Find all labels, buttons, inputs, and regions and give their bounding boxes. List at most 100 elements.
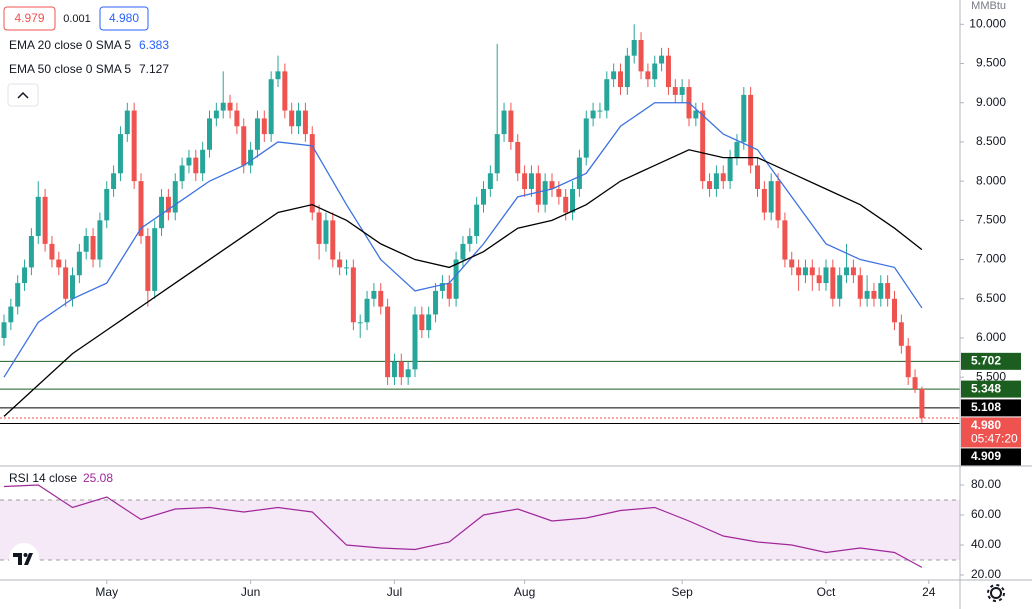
candle-body [220, 102, 226, 111]
candle-body [542, 181, 548, 205]
candle-body [289, 110, 295, 127]
candle-body [905, 345, 911, 378]
candle-body [474, 204, 480, 237]
candle-body [481, 188, 486, 205]
gear-teeth [987, 584, 1005, 602]
logo-bg [9, 543, 39, 573]
candle-body [28, 236, 34, 268]
candle-body [111, 173, 117, 189]
candle-body [549, 181, 555, 189]
rsi-tick-label: 60.00 [971, 507, 1001, 521]
candle-body [864, 290, 870, 299]
candle-body [117, 134, 123, 174]
candle-body [618, 71, 623, 88]
legend-ema50-value: 7.127 [139, 62, 169, 76]
candle-body [213, 110, 219, 119]
candle-body [700, 110, 706, 182]
candle-body [248, 149, 254, 166]
candle-body [207, 118, 212, 150]
price-level-box [961, 399, 1021, 417]
candle-body [1, 322, 7, 338]
candle-body [631, 39, 637, 56]
candle-body [768, 181, 774, 213]
candle-body [563, 196, 569, 213]
candle-body [453, 259, 459, 299]
candle-body [241, 126, 247, 166]
candle-body [138, 181, 144, 237]
candle-body [576, 157, 582, 189]
candle-body [707, 181, 713, 189]
bid-box[interactable] [3, 6, 56, 31]
candle-body [659, 55, 665, 64]
candle-body [789, 259, 795, 268]
x-tick-label: May [95, 585, 118, 599]
candle-body [679, 87, 685, 95]
y-tick-label: 9.000 [976, 95, 1006, 109]
candle-body [172, 181, 178, 213]
ask-box[interactable] [99, 6, 149, 31]
candle-body [885, 283, 891, 299]
candle-body [165, 196, 171, 213]
candle-body [385, 306, 391, 378]
candle-body [316, 212, 322, 244]
candle-body [570, 188, 576, 213]
candle-body [713, 173, 719, 189]
candle-body [741, 94, 747, 142]
countdown: 05:47:20 [971, 432, 1018, 446]
y-tick-label: 7.500 [976, 213, 1006, 227]
rsi-band [0, 500, 960, 561]
x-tick-label: Sep [671, 585, 693, 599]
legend-rsi-value: 25.08 [83, 471, 113, 485]
candle-body [528, 173, 534, 189]
candle-body [391, 361, 397, 378]
candle-body [124, 110, 130, 135]
x-tick-label: Oct [817, 585, 836, 599]
candle-body [919, 388, 925, 418]
candle-body [611, 71, 617, 80]
candle-body [487, 173, 493, 189]
candle-body [344, 267, 349, 269]
candle-body [748, 94, 754, 166]
y-tick-label: 6.000 [976, 330, 1006, 344]
candle-body [734, 141, 740, 158]
price-level-box [961, 448, 1021, 466]
candle-body [234, 110, 240, 127]
unit-label: MMBtu [971, 0, 1006, 12]
price-level-label: 5.702 [971, 354, 1001, 368]
y-tick-label: 10.000 [969, 16, 1006, 30]
logo-mark [13, 553, 33, 565]
candle-body [494, 134, 500, 174]
candle-body [323, 220, 329, 244]
candle-body [727, 157, 733, 182]
price-level-label: 5.108 [971, 400, 1001, 414]
y-tick-label: 7.000 [976, 252, 1006, 266]
candle-body [467, 236, 473, 244]
legend-ema20: EMA 20 close 0 SMA 5 [9, 38, 131, 52]
price-level-box [961, 417, 1021, 448]
rsi-tick-label: 20.00 [971, 567, 1001, 581]
candle-body [672, 87, 678, 95]
settings-button[interactable] [987, 584, 1005, 602]
candle-body [501, 110, 507, 135]
collapse-icon [17, 91, 29, 99]
candle-body [556, 188, 562, 197]
candle-body [186, 157, 192, 166]
logo [9, 543, 39, 573]
collapse-button[interactable] [7, 83, 39, 107]
candle-body [850, 267, 856, 276]
ema-line [3, 149, 923, 417]
y-tick-label: 9.500 [976, 56, 1006, 70]
candle-body [761, 188, 767, 213]
axes: 10.000 9.500 9.000 8.500 8.000 7.500 7.000 6.50… [95, 16, 1021, 599]
candle-body [830, 267, 836, 299]
rsi-tick-label: 40.00 [971, 537, 1001, 551]
price-level-label: 4.909 [971, 449, 1001, 463]
candle-body [597, 110, 603, 112]
x-tick-label: Jun [241, 585, 260, 599]
y-tick-label: 5.500 [976, 369, 1006, 383]
candle-body [357, 322, 363, 324]
candle-body [364, 298, 370, 323]
candle-body [590, 110, 596, 119]
candle-body [193, 157, 199, 174]
